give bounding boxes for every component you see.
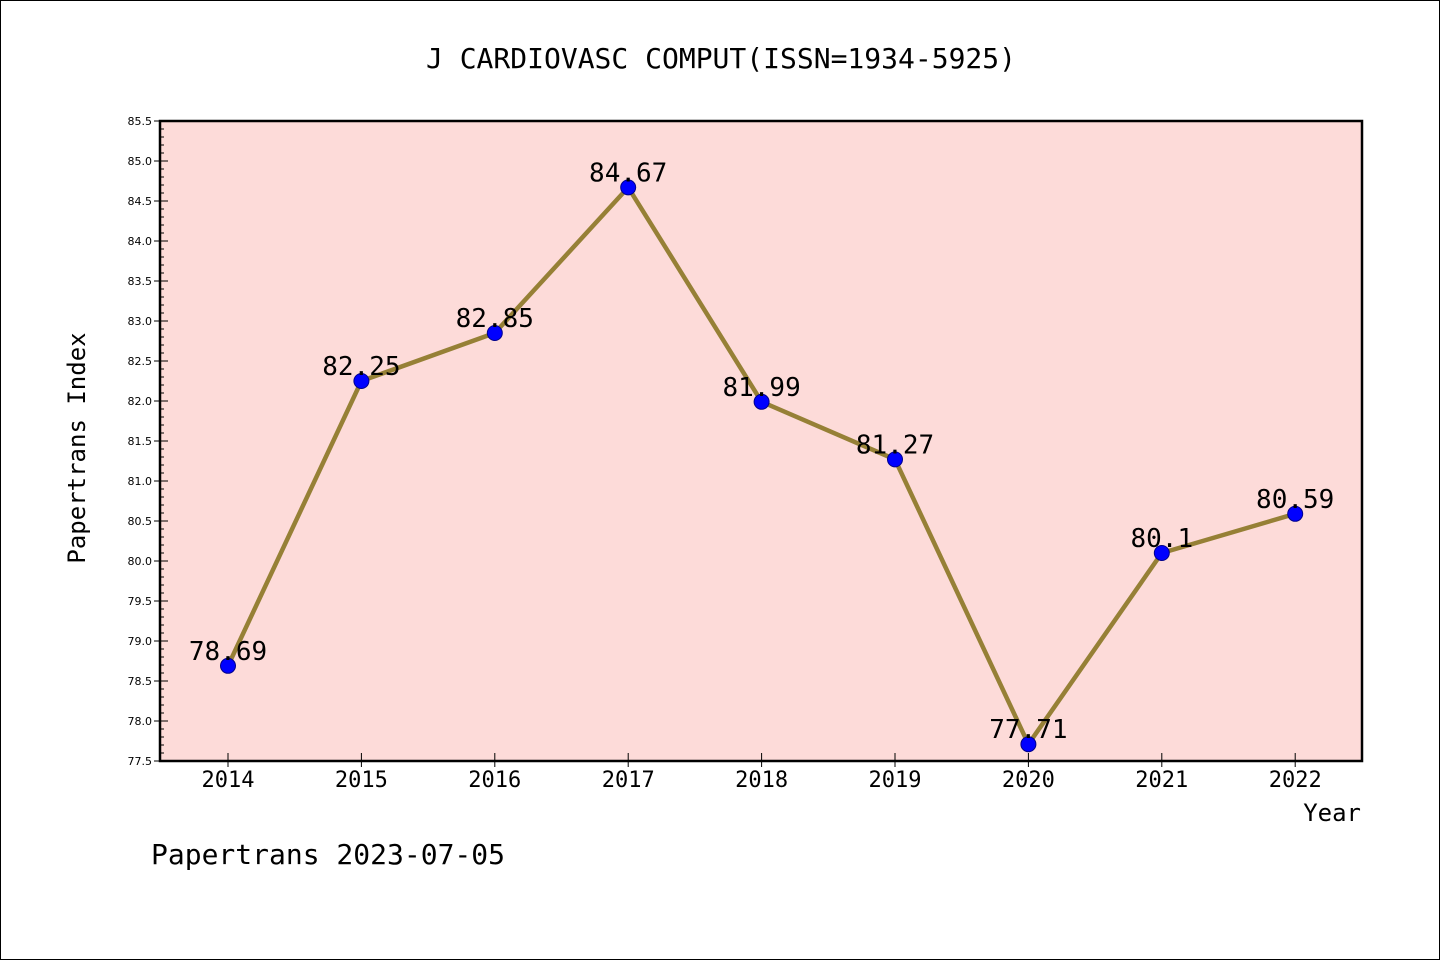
y-axis-label: Papertrans Index [63,332,91,563]
y-tick-label: 81.5 [128,435,153,448]
x-tick-label: 2018 [735,768,788,793]
plot-border [158,119,1364,763]
y-tick-label: 79.5 [128,595,153,608]
footer-source-date: Papertrans 2023-07-05 [151,838,505,871]
data-label: 81.27 [856,430,934,460]
data-labels-layer: 78.69 82.25 82.85 84.67 81.99 81.27 77.71 80.1 8… [189,158,1334,745]
data-point-marker [1020,736,1037,753]
y-tick-label: 80.0 [128,555,153,568]
x-tick-label: 2014 [202,768,255,793]
data-label: 82.85 [456,304,534,334]
data-label: 84.67 [589,158,667,188]
data-point-marker [353,373,370,389]
x-tick-label: 2015 [335,768,388,793]
x-axis-ticks: 2014 2015 2016 2017 2018 2019 2020 2021 2022 [202,753,1322,793]
y-tick-label: 85.5 [128,115,153,128]
data-point-marker [753,393,770,410]
chart-title: J CARDIOVASC COMPUT(ISSN=1934-5925) [426,42,1016,75]
x-tick-label: 2021 [1135,768,1188,793]
series-layer [220,179,1304,753]
x-tick-label: 2022 [1269,768,1322,793]
x-tick-label: 2020 [1002,768,1055,793]
data-point-marker [1287,505,1304,522]
data-label: 80.1 [1130,524,1193,554]
y-tick-label: 82.5 [128,355,153,368]
y-tick-label: 85.0 [128,155,153,168]
x-tick-label: 2016 [468,768,521,793]
data-label: 80.59 [1256,485,1334,515]
data-point-marker [887,451,903,468]
x-tick-label: 2017 [602,768,655,793]
data-label: 77.71 [989,715,1067,745]
y-tick-label: 78.5 [128,675,153,688]
data-point-marker [1153,545,1170,561]
y-tick-label: 80.5 [128,515,153,528]
x-axis-label: Year [1303,799,1361,827]
data-point-marker [220,657,236,674]
data-point-marker [486,325,503,341]
y-tick-label: 78.0 [128,715,153,728]
data-label: 78.69 [189,637,267,667]
y-tick-label: 84.5 [128,195,153,208]
y-tick-label: 81.0 [128,475,153,488]
x-tick-label: 2019 [869,768,922,793]
y-tick-label: 82.0 [128,395,153,408]
y-tick-label: 83.5 [128,275,153,288]
y-tick-label: 79.0 [128,635,153,648]
y-tick-label: 77.5 [128,755,153,768]
data-label: 81.99 [722,373,800,403]
plot-area [160,121,1362,761]
y-tick-label: 84.0 [128,235,153,248]
data-point-marker [620,179,637,196]
data-label: 82.25 [322,352,400,382]
y-tick-label: 83.0 [128,315,153,328]
